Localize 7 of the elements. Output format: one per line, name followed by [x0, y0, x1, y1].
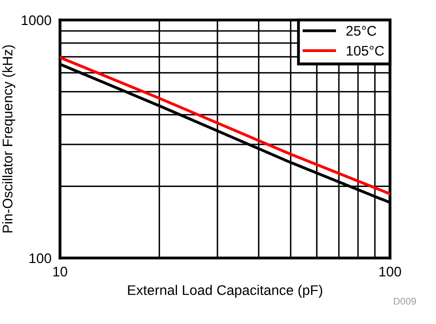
x-tick-label: 10: [53, 266, 68, 277]
legend-label: 105°C: [346, 46, 384, 56]
y-tick-label: 1000: [22, 15, 52, 26]
y-axis-title: Pin-Oscillator Frequency (kHz): [2, 45, 16, 232]
x-axis-title: External Load Capacitance (pF): [128, 284, 322, 298]
text: D009: [394, 298, 416, 305]
legend-label: 25°C: [346, 26, 376, 36]
